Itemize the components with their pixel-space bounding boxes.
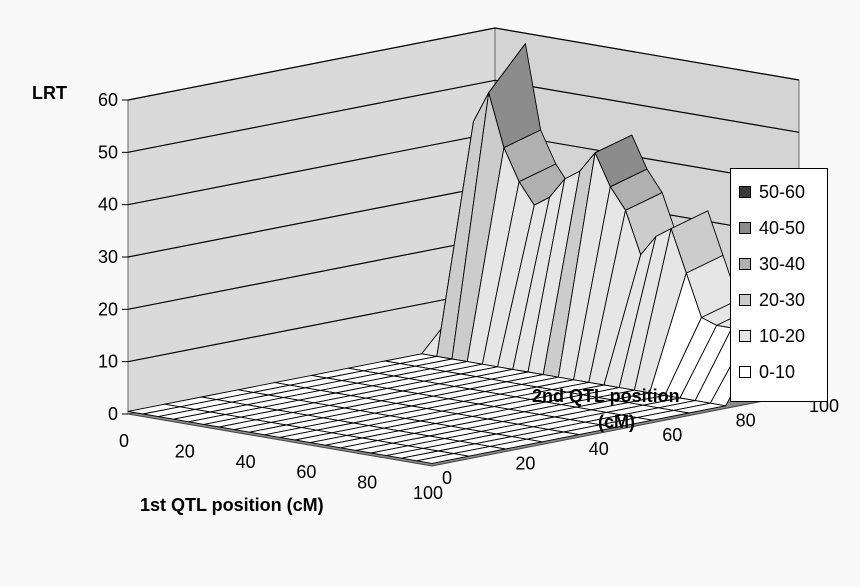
legend-swatch (739, 222, 751, 234)
surface-cell (416, 453, 470, 464)
legend-label: 50-60 (759, 181, 806, 202)
legend-swatch (739, 294, 751, 306)
y-tick-label: 40 (589, 439, 609, 459)
z-tick-label: 20 (98, 299, 118, 319)
legend-item: 0-10 (739, 361, 795, 383)
z-gridline (127, 27, 800, 101)
z-tick-label: 60 (98, 90, 118, 110)
z-tick-label: 30 (98, 247, 118, 267)
legend-swatch (739, 330, 751, 342)
x-tick-label: 40 (236, 452, 256, 472)
z-tick-label: 40 (98, 195, 118, 215)
legend-swatch (739, 258, 751, 270)
z-gridline (127, 79, 800, 153)
z-tick-label: 50 (98, 142, 118, 162)
y-tick-label: 60 (662, 425, 682, 445)
z-tick-label: 0 (108, 404, 118, 424)
lrt-surface (127, 43, 800, 464)
legend-swatch (739, 186, 751, 198)
x-tick-label: 20 (175, 441, 195, 461)
y-axis-title-line2: (cM) (598, 412, 635, 432)
legend: 50-60 40-50 30-40 20-30 10-20 0-10 (730, 168, 828, 402)
x-axis-title: 1st QTL position (cM) (140, 495, 324, 515)
legend-item: 40-50 (739, 217, 805, 239)
x-tick-label: 80 (357, 473, 377, 493)
y-tick-label: 80 (736, 410, 756, 430)
legend-item: 20-30 (739, 289, 805, 311)
legend-label: 0-10 (759, 361, 796, 382)
legend-item: 50-60 (739, 181, 805, 203)
y-axis-title-line1: 2nd QTL position (532, 386, 680, 406)
legend-swatch (739, 366, 751, 378)
y-tick-label: 0 (442, 468, 452, 488)
legend-label: 30-40 (759, 253, 806, 274)
legend-item: 10-20 (739, 325, 805, 347)
z-axis-title: LRT (32, 83, 67, 103)
y-tick-label: 20 (515, 454, 535, 474)
legend-item: 30-40 (739, 253, 805, 275)
legend-label: 40-50 (759, 217, 806, 238)
legend-label: 10-20 (759, 325, 806, 346)
x-tick-label: 0 (119, 431, 129, 451)
z-tick-label: 10 (98, 352, 118, 372)
x-tick-label: 100 (413, 483, 443, 503)
legend-label: 20-30 (759, 289, 806, 310)
x-tick-label: 60 (296, 462, 316, 482)
